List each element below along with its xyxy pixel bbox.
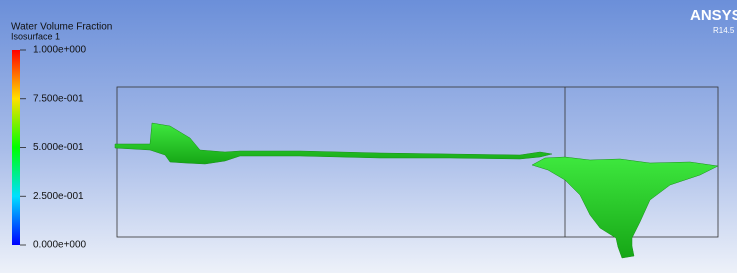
viewport: Water Volume Fraction Isosurface 1 1.000… (0, 0, 737, 273)
legend-tick-label: 5.000e-001 (33, 142, 84, 153)
color-bar (12, 50, 20, 245)
legend-subtitle: Isosurface 1 (11, 31, 60, 41)
legend-tick-label: 7.500e-001 (33, 93, 84, 104)
logo: ANSYS (690, 7, 737, 24)
logo-version: R14.5 (713, 26, 735, 35)
legend-tick-label: 1.000e+000 (33, 45, 87, 56)
legend-tick-label: 2.500e-001 (33, 191, 84, 202)
legend-tick-label: 0.000e+000 (33, 240, 87, 251)
